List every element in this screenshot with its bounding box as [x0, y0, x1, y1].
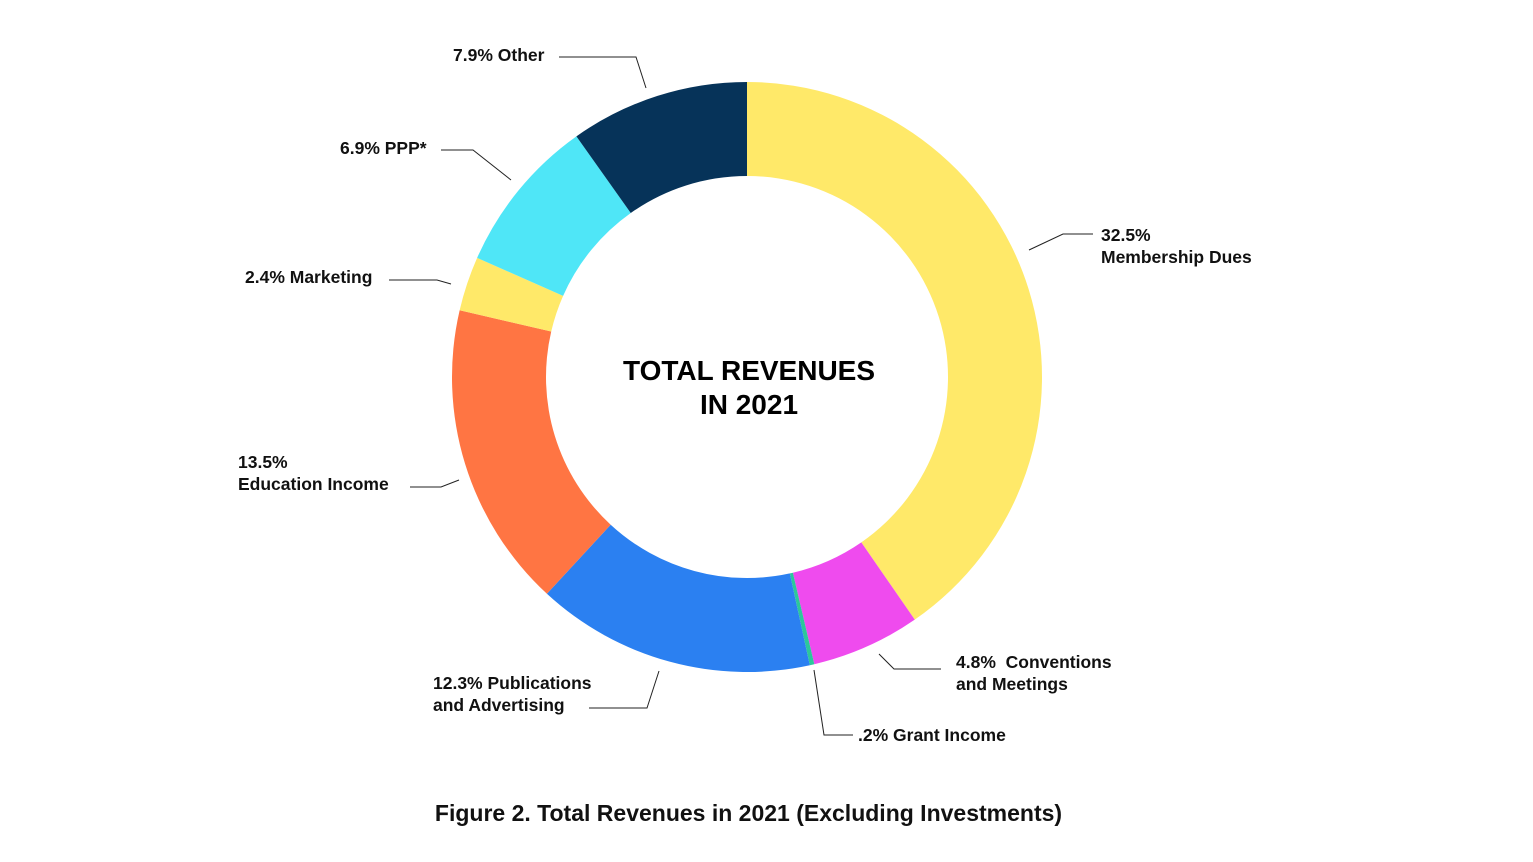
- leader-membership-dues: [1028, 233, 1093, 251]
- label-membership-dues-line2: Membership Dues: [1101, 247, 1252, 267]
- slice-membership-dues: [747, 82, 1042, 620]
- label-membership-dues-line1: 32.5%: [1101, 225, 1151, 245]
- slice-marketing: [459, 257, 564, 332]
- leader-education: [410, 479, 460, 488]
- label-conventions-meetings: 4.8% Conventions and Meetings: [956, 651, 1112, 695]
- center-title: TOTAL REVENUES IN 2021: [549, 354, 949, 422]
- leader-ppp: [441, 149, 512, 181]
- slice-conventions-and-meetings: [792, 542, 915, 665]
- slice-education-income: [451, 310, 611, 594]
- label-grant-income-line1: .2% Grant Income: [858, 725, 1006, 745]
- label-ppp-line1: 6.9% PPP*: [340, 138, 427, 158]
- label-publications-advertising: 12.3% Publications and Advertising: [433, 672, 592, 716]
- slice-publications-and-advertising: [546, 524, 810, 672]
- leader-marketing: [389, 279, 452, 285]
- leader-other: [559, 56, 647, 89]
- label-marketing-line1: 2.4% Marketing: [245, 267, 373, 287]
- figure-caption: Figure 2. Total Revenues in 2021 (Exclud…: [434, 800, 1063, 826]
- label-education-line2: Education Income: [238, 474, 389, 494]
- center-title-line2: IN 2021: [699, 389, 799, 420]
- label-education-line1: 13.5%: [238, 452, 288, 472]
- label-grant-income: .2% Grant Income: [858, 724, 1006, 746]
- label-conventions-line1: 4.8% Conventions: [956, 652, 1112, 672]
- slice-grant-income: [789, 572, 815, 666]
- leader-grant-income: [813, 669, 853, 736]
- leader-line-group: [389, 56, 1093, 736]
- slice-ppp: [477, 136, 631, 296]
- slice-group: [451, 82, 1042, 672]
- label-publications-line2: and Advertising: [433, 695, 565, 715]
- label-marketing: 2.4% Marketing: [245, 266, 372, 288]
- label-ppp: 6.9% PPP*: [340, 137, 427, 159]
- label-publications-line1: 12.3% Publications: [433, 673, 592, 693]
- label-other: 7.9% Other: [453, 44, 544, 66]
- label-conventions-line2: and Meetings: [956, 674, 1068, 694]
- label-membership-dues: 32.5% Membership Dues: [1101, 224, 1252, 268]
- center-title-line1: TOTAL REVENUES: [622, 355, 876, 386]
- leader-publications: [589, 670, 660, 709]
- leader-conventions: [878, 653, 941, 670]
- label-education-income: 13.5% Education Income: [238, 451, 389, 495]
- label-other-line1: 7.9% Other: [453, 45, 545, 65]
- slice-other: [576, 82, 747, 214]
